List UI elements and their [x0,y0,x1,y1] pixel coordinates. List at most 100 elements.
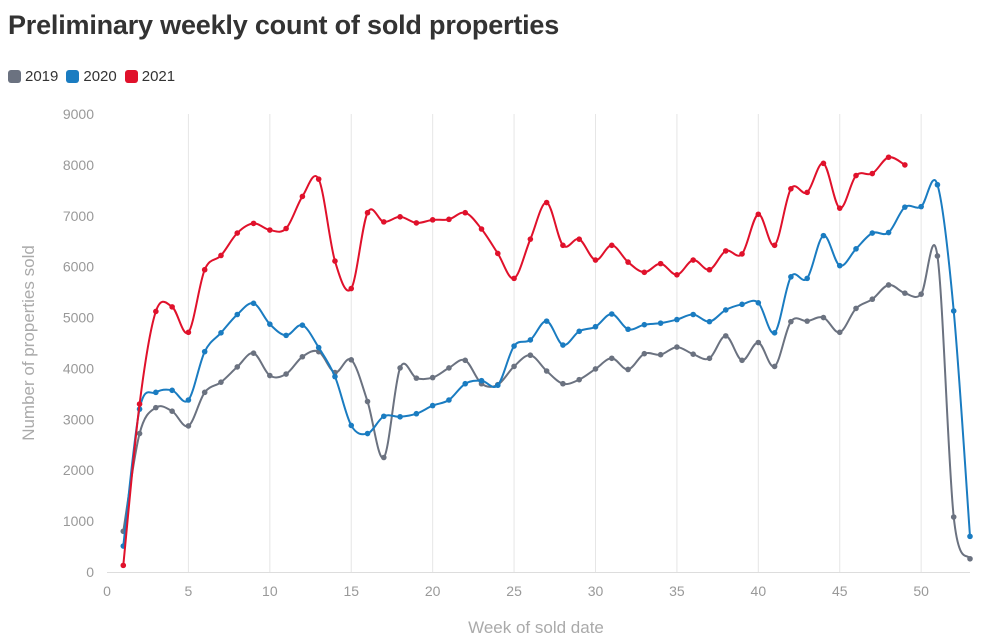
data-point-2021-w46[interactable] [853,172,859,179]
data-point-2019-w53[interactable] [967,555,973,562]
data-point-2019-w26[interactable] [527,352,534,359]
data-point-2019-w20[interactable] [429,374,436,381]
data-point-2019-w3[interactable] [153,404,159,411]
data-point-2019-w33[interactable] [641,350,648,357]
data-point-2019-w10[interactable] [267,372,273,379]
data-point-2020-w52[interactable] [950,308,957,314]
data-point-2020-w5[interactable] [185,397,192,403]
data-point-2020-w13[interactable] [315,344,322,351]
data-point-2019-w45[interactable] [836,329,843,336]
data-point-2021-w35[interactable] [674,272,680,278]
data-point-2020-w45[interactable] [836,262,843,269]
data-point-2021-w4[interactable] [169,304,175,310]
data-point-2019-w6[interactable] [201,389,208,396]
data-point-2019-w42[interactable] [788,318,794,325]
data-point-2020-w46[interactable] [853,246,859,252]
data-point-2019-w5[interactable] [185,423,192,429]
data-point-2020-w24[interactable] [494,382,501,389]
data-point-2021-w41[interactable] [771,242,778,249]
data-point-2019-w31[interactable] [608,355,615,362]
data-point-2021-w43[interactable] [804,189,810,196]
data-point-2019-w21[interactable] [446,365,452,371]
data-point-2020-w3[interactable] [153,389,159,396]
data-point-2020-w48[interactable] [885,229,892,236]
data-point-2021-w13[interactable] [315,176,322,182]
data-point-2021-w37[interactable] [706,266,713,273]
data-point-2021-w20[interactable] [429,217,436,223]
data-point-2020-w29[interactable] [576,328,583,335]
data-point-2020-w22[interactable] [462,380,469,387]
data-point-2020-w49[interactable] [902,204,908,210]
data-point-2020-w35[interactable] [674,316,680,323]
data-point-2020-w38[interactable] [722,307,729,313]
data-point-2021-w10[interactable] [267,227,273,233]
data-point-2019-w51[interactable] [934,253,941,259]
data-point-2020-w44[interactable] [820,232,827,239]
data-point-2019-w29[interactable] [576,376,583,383]
data-point-2019-w16[interactable] [364,398,371,405]
data-point-2020-w51[interactable] [934,181,941,188]
data-point-2019-w47[interactable] [869,296,876,303]
data-point-2021-w39[interactable] [739,251,745,257]
data-point-2020-w14[interactable] [332,373,338,380]
data-point-2020-w6[interactable] [201,348,208,355]
data-point-2019-w7[interactable] [218,379,224,385]
legend-item-2021[interactable]: 2021 [124,68,175,85]
data-point-2019-w18[interactable] [397,365,403,371]
data-point-2021-w7[interactable] [218,252,224,259]
data-point-2020-w20[interactable] [429,402,436,409]
data-point-2019-w19[interactable] [413,375,420,381]
data-point-2021-w24[interactable] [494,250,501,257]
data-point-2020-w19[interactable] [413,410,420,417]
data-point-2020-w50[interactable] [918,203,924,210]
data-point-2020-w23[interactable] [478,377,485,384]
data-point-2019-w34[interactable] [657,351,664,358]
data-point-2021-w18[interactable] [397,213,403,220]
data-point-2021-w28[interactable] [560,242,566,249]
data-point-2020-w27[interactable] [543,318,550,324]
data-point-2021-w12[interactable] [299,193,306,200]
data-point-2020-w4[interactable] [169,387,175,394]
data-point-2021-w36[interactable] [690,257,696,263]
data-point-2019-w50[interactable] [918,291,924,297]
data-point-2021-w29[interactable] [576,236,583,242]
data-point-2021-w26[interactable] [527,236,534,242]
data-point-2020-w28[interactable] [560,342,566,348]
data-point-2019-w37[interactable] [706,355,713,362]
data-point-2019-w4[interactable] [169,408,175,414]
data-point-2021-w6[interactable] [201,266,208,273]
data-point-2019-w49[interactable] [902,290,908,296]
data-point-2020-w32[interactable] [625,326,631,333]
data-point-2019-w40[interactable] [755,339,762,346]
data-point-2020-w26[interactable] [527,337,534,343]
data-point-2020-w40[interactable] [755,299,762,306]
legend-item-2019[interactable]: 2019 [8,68,58,85]
data-point-2020-w7[interactable] [218,330,224,336]
data-point-2021-w42[interactable] [788,186,794,192]
data-point-2021-w21[interactable] [446,216,452,223]
data-point-2020-w37[interactable] [706,318,713,325]
data-point-2021-w17[interactable] [381,219,387,225]
data-point-2020-w43[interactable] [804,275,810,282]
data-point-2021-w22[interactable] [462,209,469,216]
data-point-2019-w36[interactable] [690,351,696,357]
data-point-2021-w49[interactable] [902,162,908,168]
data-point-2021-w40[interactable] [755,211,762,218]
data-point-2019-w43[interactable] [804,318,810,324]
data-point-2020-w10[interactable] [267,321,273,327]
data-point-2019-w44[interactable] [820,314,827,321]
data-point-2020-w11[interactable] [283,332,289,339]
data-point-2021-w1[interactable] [120,562,127,569]
data-point-2020-w53[interactable] [967,533,973,540]
data-point-2019-w11[interactable] [283,371,289,377]
data-point-2019-w27[interactable] [543,368,550,374]
data-point-2019-w48[interactable] [885,282,892,288]
data-point-2020-w12[interactable] [299,322,306,328]
data-point-2019-w30[interactable] [592,366,599,372]
data-point-2019-w52[interactable] [950,514,957,520]
data-point-2020-w8[interactable] [234,311,241,318]
data-point-2021-w30[interactable] [592,257,599,263]
data-point-2021-w9[interactable] [250,220,257,227]
data-point-2020-w15[interactable] [348,422,355,429]
legend-item-2020[interactable]: 2020 [66,68,117,85]
